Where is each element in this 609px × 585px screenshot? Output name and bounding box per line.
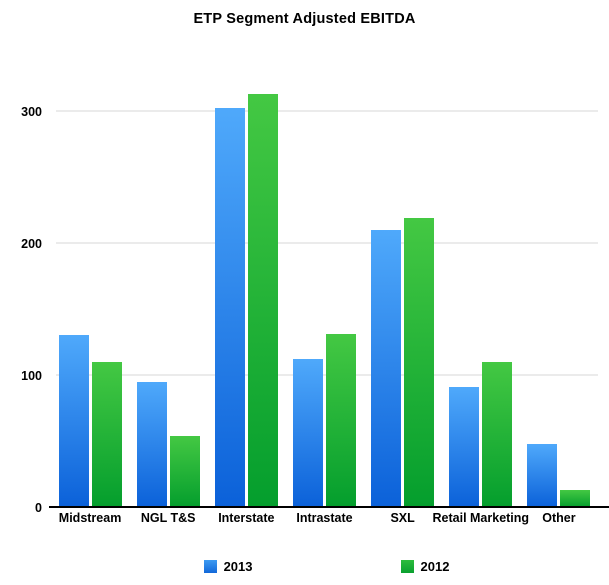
blue-square-icon bbox=[203, 560, 217, 573]
legend-label: 2012 bbox=[420, 559, 450, 574]
bar-2013-interstate bbox=[214, 108, 245, 507]
bar-2012-retail-marketing bbox=[482, 361, 513, 507]
bar-2013-other bbox=[527, 443, 558, 507]
bar-2012-ngl-t-s bbox=[169, 435, 200, 507]
bar-group-other bbox=[520, 0, 598, 507]
legend-label: 2013 bbox=[223, 559, 253, 574]
y-tick-label-300: 300 bbox=[21, 105, 42, 119]
bar-2012-intrastate bbox=[325, 334, 356, 507]
bar-2012-interstate bbox=[247, 93, 278, 507]
legend: 2013 2012 bbox=[0, 559, 609, 574]
y-tick-label-200: 200 bbox=[21, 237, 42, 251]
bar-group-ngl-t-s bbox=[129, 0, 207, 507]
x-label-sxl: SXL bbox=[364, 511, 442, 525]
x-label-text: Intrastate bbox=[296, 511, 353, 525]
y-tick-label-100: 100 bbox=[21, 369, 42, 383]
bar-2012-midstream bbox=[91, 361, 122, 507]
bar-2012-sxl bbox=[404, 217, 435, 507]
bar-group-midstream bbox=[51, 0, 129, 507]
x-label-intrastate: Intrastate bbox=[285, 511, 363, 525]
x-label-text: Retail Marketing bbox=[432, 511, 530, 525]
x-axis-line bbox=[49, 506, 609, 508]
x-label-midstream: Midstream bbox=[51, 511, 129, 525]
gridline-200 bbox=[56, 242, 598, 244]
y-tick-label-0: 0 bbox=[35, 501, 42, 515]
chart-title: ETP Segment Adjusted EBITDA bbox=[193, 11, 416, 27]
green-square-icon bbox=[400, 560, 414, 573]
bar-group-sxl bbox=[364, 0, 442, 507]
bar-group-interstate bbox=[207, 0, 285, 507]
legend-item-2012: 2012 bbox=[400, 559, 450, 574]
x-label-text: Midstream bbox=[58, 511, 122, 525]
bar-group-intrastate bbox=[285, 0, 363, 507]
x-label-text: NGL T&S bbox=[140, 511, 196, 525]
bar-2013-midstream bbox=[58, 335, 89, 507]
x-label-text: SXL bbox=[390, 511, 415, 525]
legend-item-2013: 2013 bbox=[203, 559, 253, 574]
x-label-other: Other bbox=[520, 511, 598, 525]
bar-2013-ngl-t-s bbox=[136, 381, 167, 507]
x-label-ngl-t-s: NGL T&S bbox=[129, 511, 207, 525]
bar-groups bbox=[51, 0, 598, 507]
gridline-300 bbox=[56, 110, 598, 112]
x-label-interstate: Interstate bbox=[207, 511, 285, 525]
bar-2013-intrastate bbox=[292, 359, 323, 507]
x-label-text: Interstate bbox=[218, 511, 275, 525]
bar-2012-other bbox=[560, 489, 591, 507]
bar-2013-retail-marketing bbox=[449, 386, 480, 507]
x-label-retail-marketing: Retail Marketing bbox=[433, 511, 530, 525]
bar-2013-sxl bbox=[371, 229, 402, 507]
plot-area bbox=[49, 80, 609, 508]
x-label-text: Other bbox=[542, 511, 576, 525]
x-axis-category-labels: Midstream NGL T&S Interstate Intrastate SXL R… bbox=[51, 511, 598, 525]
bar-group-retail-marketing bbox=[442, 0, 520, 507]
